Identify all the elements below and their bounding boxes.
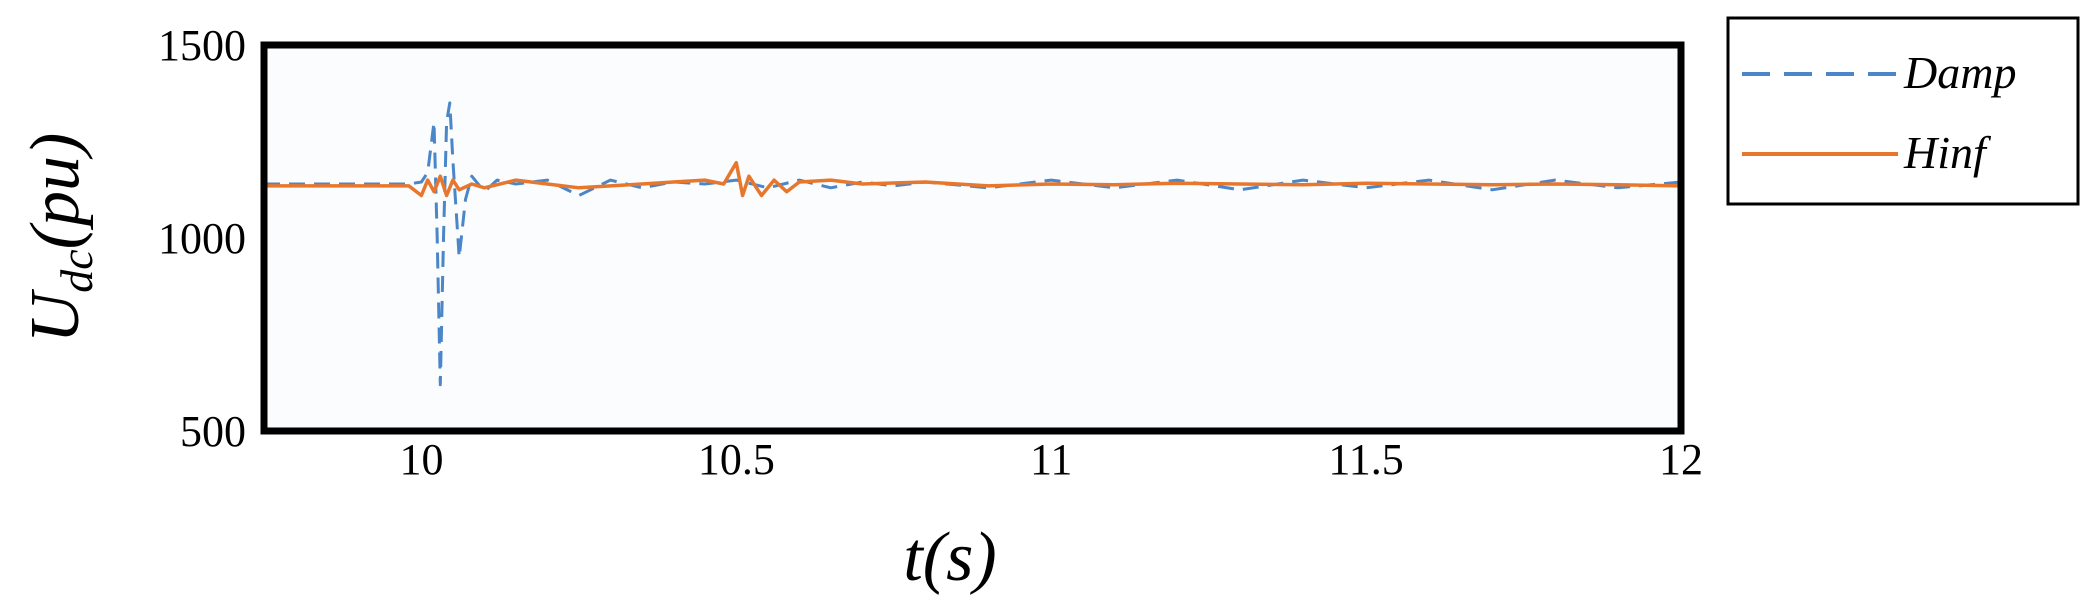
series-line-damp bbox=[264, 101, 1682, 387]
y-tick-label: 500 bbox=[180, 407, 246, 456]
legend-label-damp: Damp bbox=[1903, 47, 2016, 98]
x-tick-label: 11.5 bbox=[1328, 435, 1403, 484]
x-tick-label: 10.5 bbox=[698, 435, 775, 484]
series-layer bbox=[264, 101, 1682, 387]
y-axis: 500 1000 1500 bbox=[158, 21, 246, 456]
legend: Damp Hinf bbox=[1726, 16, 2080, 206]
legend-label-hinf: Hinf bbox=[1903, 127, 1992, 178]
plot-background bbox=[264, 45, 1681, 431]
x-tick-label: 10 bbox=[399, 435, 443, 484]
y-axis-title-main: U bbox=[17, 288, 94, 343]
x-axis: 10 10.5 11 11.5 12 bbox=[399, 435, 1703, 484]
y-axis-title-unit: (pu) bbox=[17, 133, 94, 250]
x-axis-title: t(s) bbox=[903, 519, 996, 596]
plot-area bbox=[260, 41, 1685, 435]
y-tick-label: 1500 bbox=[158, 21, 246, 70]
plot-frame bbox=[260, 41, 1685, 435]
legend-box bbox=[1726, 16, 2080, 206]
y-tick-label: 1000 bbox=[158, 214, 246, 263]
x-tick-label: 11 bbox=[1030, 435, 1072, 484]
x-tick-label: 12 bbox=[1659, 435, 1703, 484]
y-axis-title: Udc(pu) bbox=[17, 133, 102, 344]
series-line-hinf bbox=[264, 160, 1682, 198]
y-axis-title-subscript: dc bbox=[51, 249, 102, 292]
